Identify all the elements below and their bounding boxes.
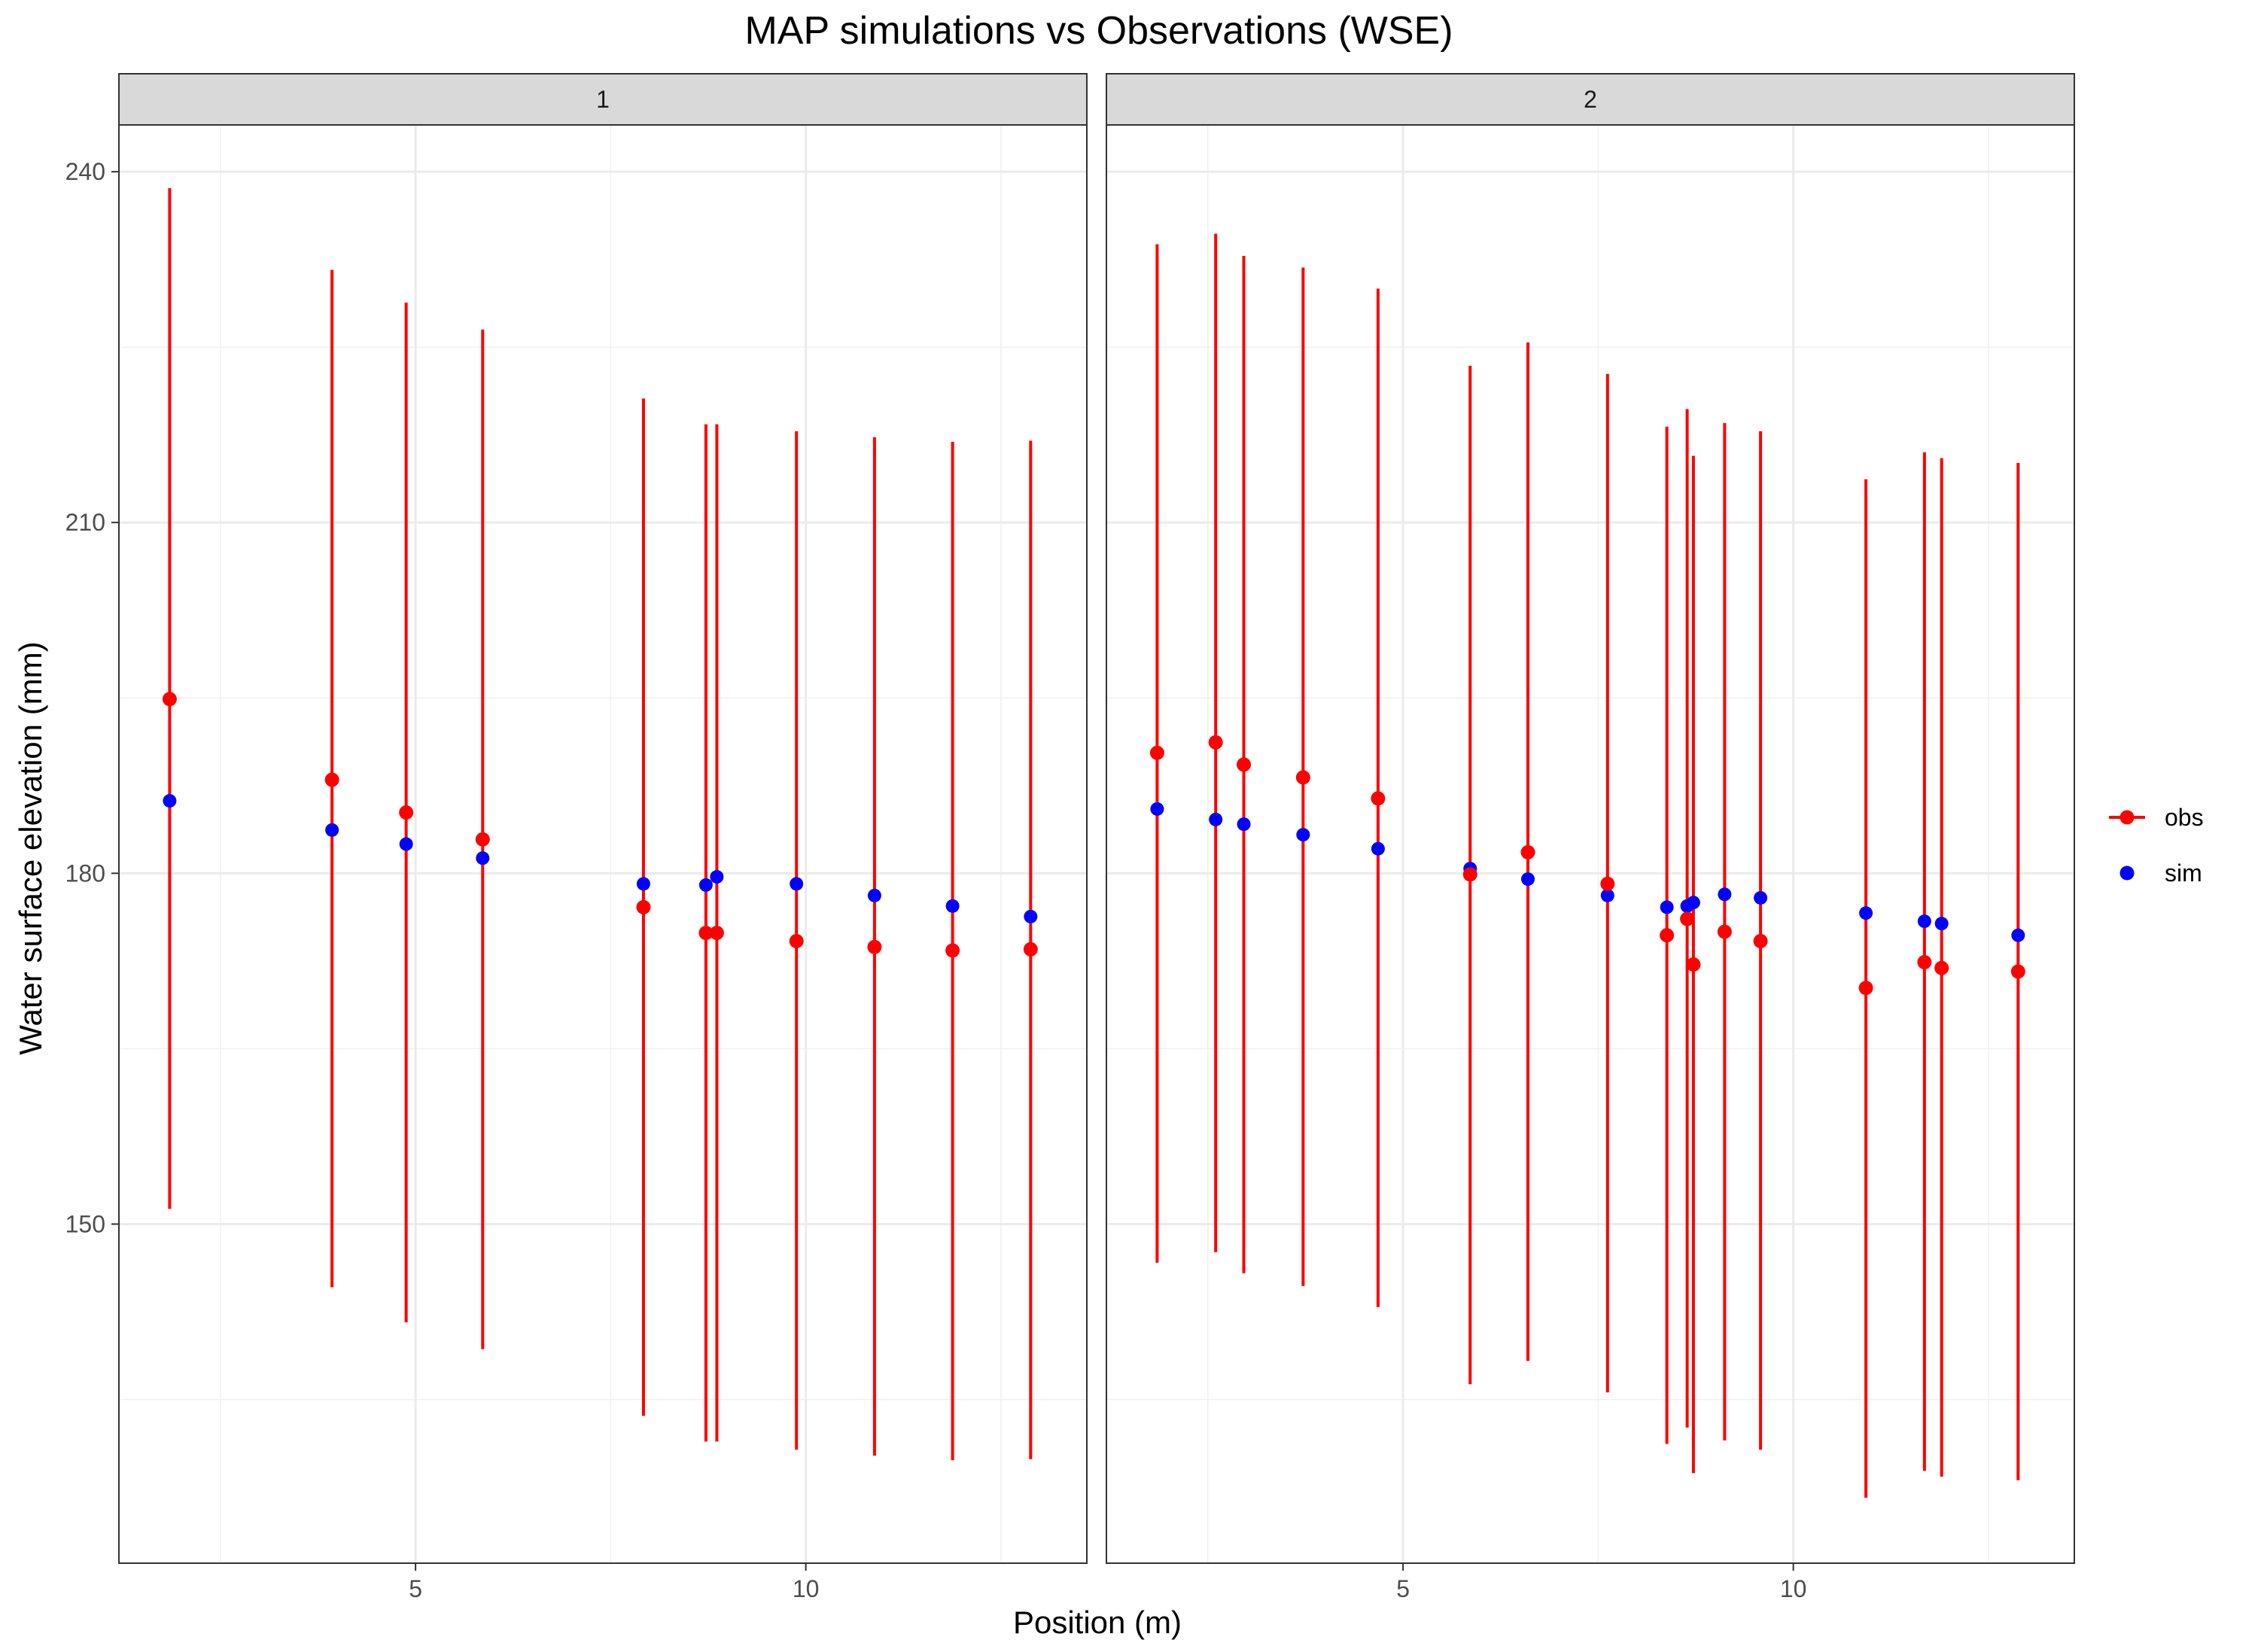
obs-point [475, 832, 490, 847]
obs-point [1753, 933, 1768, 948]
sim-point [1718, 887, 1732, 902]
obs-point [1237, 757, 1252, 772]
sim-point [163, 794, 177, 808]
facet-strip [1106, 73, 2075, 126]
sim-point [1917, 914, 1931, 929]
y-tick-label: 240 [65, 158, 105, 185]
sim-point [1859, 906, 1873, 920]
obs-point [324, 772, 339, 787]
x-tick-label: 5 [1396, 1575, 1410, 1602]
y-axis-title: Water surface elevation (mm) [13, 641, 48, 1054]
obs-point [1520, 844, 1535, 859]
obs-point [1660, 928, 1675, 943]
panel-1: 1 5 10 150 180 210 240 [65, 73, 1088, 1602]
obs-point [2010, 964, 2025, 979]
sim-point [1521, 872, 1535, 887]
sim-point [1237, 817, 1251, 832]
obs-point [399, 805, 414, 820]
obs-point [1149, 745, 1164, 760]
x-tick-label: 5 [409, 1575, 422, 1602]
sim-point [945, 899, 960, 913]
sim-point [698, 878, 713, 892]
y-axis: 150 180 210 240 [65, 158, 119, 1237]
sim-point [1296, 828, 1310, 842]
sim-point [710, 870, 724, 884]
x-axis-title: Position (m) [1013, 1605, 1182, 1640]
sim-point [399, 837, 413, 851]
obs-point [698, 926, 714, 941]
obs-point [1934, 960, 1949, 975]
legend-label: obs [2165, 804, 2204, 831]
legend-swatch [2119, 810, 2135, 825]
sim-point [1754, 890, 1768, 905]
sim-point [790, 877, 804, 891]
y-tick-label: 150 [65, 1210, 105, 1237]
chart-title: MAP simulations vs Observations (WSE) [744, 9, 1453, 53]
obs-points [162, 692, 1038, 958]
sim-point [1150, 802, 1164, 816]
plot-area [119, 125, 1087, 1563]
panels: 1 5 10 150 180 210 240 2 5 10 [65, 73, 2075, 1602]
obs-point [1295, 770, 1310, 785]
obs-point [1462, 867, 1477, 882]
legend-item-sim: sim [2119, 859, 2202, 887]
obs-point [1717, 924, 1732, 939]
x-axis: 5 10 [409, 1563, 819, 1602]
sim-points [163, 794, 1038, 923]
obs-point [1371, 791, 1386, 806]
obs-point [1858, 981, 1873, 996]
plot-area [1106, 125, 2074, 1563]
obs-point [1917, 954, 1932, 969]
obs-point [1686, 957, 1701, 972]
x-tick-label: 10 [793, 1575, 820, 1602]
obs-point [1680, 911, 1695, 926]
legend-label: sim [2165, 859, 2202, 887]
obs-point [867, 939, 882, 954]
obs-point [1208, 735, 1223, 750]
panel-border [1106, 124, 2075, 1564]
grid [1106, 125, 2074, 1563]
sim-point [1686, 896, 1700, 910]
sim-point [1600, 888, 1614, 902]
sim-point [1024, 909, 1038, 923]
obs-point [162, 692, 177, 707]
grid [119, 125, 1087, 1563]
obs-point [1600, 876, 1615, 891]
y-tick-label: 180 [65, 859, 105, 887]
facet-strip [118, 73, 1088, 126]
obs-point [1023, 942, 1038, 957]
sim-point [325, 823, 339, 837]
obs-point [945, 943, 960, 958]
obs-point [789, 933, 804, 948]
panel-2: 2 5 10 [1106, 73, 2075, 1602]
legend-item-obs: obs [2109, 804, 2204, 831]
obs-points [1149, 735, 2025, 996]
sim-point [1934, 917, 1949, 931]
y-tick-label: 210 [65, 509, 105, 536]
x-tick-label: 10 [1780, 1575, 1807, 1602]
sim-point [1209, 812, 1223, 826]
legend: obs sim [2109, 804, 2204, 887]
sim-point [476, 851, 490, 866]
panel-border [118, 124, 1088, 1564]
sim-point [1660, 900, 1674, 914]
sim-points [1150, 802, 2025, 942]
facet-strip-label: 2 [1584, 86, 1597, 113]
sim-point [636, 877, 650, 891]
facet-strip-label: 1 [596, 86, 610, 113]
legend-swatch [2119, 866, 2135, 881]
sim-point [2011, 928, 2025, 942]
obs-point [636, 899, 651, 914]
sim-point [1371, 841, 1385, 856]
x-axis: 5 10 [1396, 1563, 1806, 1602]
obs-point [709, 926, 724, 941]
sim-point [867, 888, 881, 902]
